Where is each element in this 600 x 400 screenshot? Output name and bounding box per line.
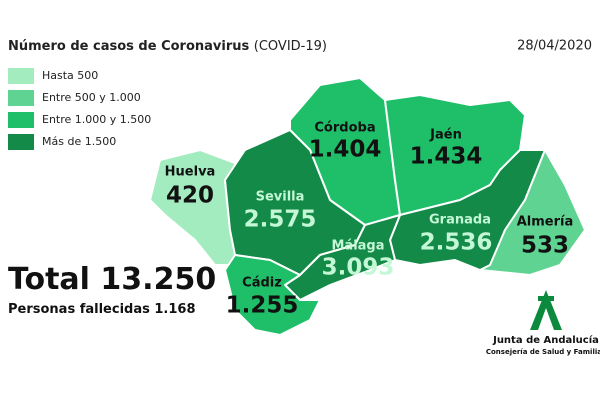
logo: Junta de Andalucía Consejería de Salud y… <box>486 290 600 356</box>
province-name: Sevilla <box>256 190 305 205</box>
date: 28/04/2020 <box>517 39 592 54</box>
province-shape <box>479 149 586 276</box>
logo-department: Consejería de Salud y Familias <box>486 348 600 356</box>
province-name: Huelva <box>165 165 216 180</box>
province-cases: 1.434 <box>410 144 483 170</box>
legend-swatch <box>8 134 34 150</box>
province-cases: 420 <box>166 183 214 209</box>
legend-label: Entre 500 y 1.000 <box>42 91 141 104</box>
province-cases: 1.255 <box>226 293 299 319</box>
legend-label: Hasta 500 <box>42 69 98 82</box>
title-suffix: (COVID-19) <box>254 39 327 54</box>
total: Total 13.250 <box>8 262 216 297</box>
province-cases: 533 <box>521 233 569 259</box>
province-name: Málaga <box>331 239 384 254</box>
province-cases: 2.536 <box>420 230 493 256</box>
map <box>149 77 586 336</box>
title: Número de casos de Coronavirus (COVID-19… <box>8 39 327 54</box>
total-value: 13.250 <box>100 262 216 297</box>
province-name: Jaén <box>429 128 462 143</box>
province-name: Granada <box>429 213 491 228</box>
province-name: Almería <box>517 215 574 230</box>
deaths: Personas fallecidas 1.168 <box>8 302 196 317</box>
legend-label: Entre 1.000 y 1.500 <box>42 113 151 126</box>
total-label: Total <box>8 262 90 297</box>
legend-label: Más de 1.500 <box>42 135 116 148</box>
logo-mark <box>530 290 562 330</box>
province-cases: 3.093 <box>322 255 395 281</box>
province-cases: 2.575 <box>244 207 317 233</box>
title-main: Número de casos de Coronavirus <box>8 39 250 54</box>
province-name: Cádiz <box>242 276 282 291</box>
province-name: Córdoba <box>314 121 375 136</box>
legend-swatch <box>8 112 34 128</box>
deaths-label: Personas fallecidas <box>8 302 150 317</box>
legend-swatch <box>8 68 34 84</box>
deaths-value: 1.168 <box>154 302 195 317</box>
province-labels: Córdoba 1.404 Jaén 1.434 Huelva 420 Sevi… <box>165 121 574 319</box>
province-cases: 1.404 <box>309 137 382 163</box>
logo-bar <box>538 296 554 301</box>
logo-name: Junta de Andalucía <box>492 334 599 346</box>
province-shape <box>224 254 321 336</box>
legend: Hasta 500 Entre 500 y 1.000 Entre 1.000 y … <box>8 68 151 150</box>
legend-swatch <box>8 90 34 106</box>
